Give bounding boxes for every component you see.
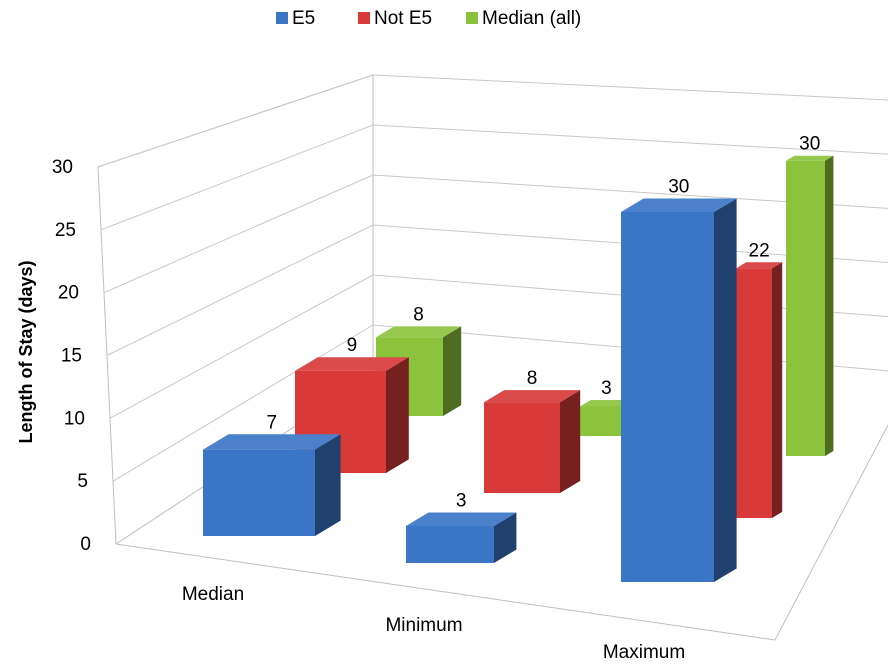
y-tick-label: 10 [64, 408, 85, 429]
gridline-back [372, 74, 889, 101]
bar-top [621, 198, 737, 212]
bar-side [772, 262, 783, 518]
bar-side [560, 390, 581, 493]
data-label: 8 [413, 304, 424, 325]
bar-top [484, 390, 581, 403]
data-label: 7 [267, 412, 278, 433]
legend-swatch [466, 12, 478, 24]
y-tick-label: 30 [52, 157, 73, 178]
bar-e5-minimum [406, 512, 517, 563]
bar-top [203, 434, 341, 450]
legend-swatch [276, 12, 288, 24]
bar-side [315, 434, 341, 536]
bar-top [736, 262, 783, 269]
data-label: 30 [799, 134, 820, 155]
floor-right-edge [774, 424, 889, 641]
data-label: 8 [527, 368, 538, 389]
data-label: 3 [456, 491, 467, 512]
category-label-median: Median [182, 584, 244, 605]
bar-front [484, 402, 560, 493]
legend-label: Not E5 [374, 8, 432, 29]
bar-front [580, 406, 622, 436]
bar-top [406, 512, 517, 526]
gridline-side [112, 324, 374, 482]
bar-top [786, 155, 834, 161]
category-labels: Median Minimum Maximum [182, 584, 685, 663]
gridline-side [97, 74, 374, 168]
y-axis-title: Length of Stay (days) [16, 260, 36, 443]
y-tick-label: 20 [58, 283, 79, 304]
bar-not-e5-maximum [736, 262, 783, 518]
legend-label: Median (all) [482, 8, 581, 29]
bar-side [714, 198, 737, 582]
bar-front [621, 212, 714, 582]
bar-top [376, 326, 462, 338]
data-label: 9 [347, 335, 358, 356]
gridline-side [100, 124, 374, 231]
gridline-side [103, 174, 374, 294]
bar-front [203, 449, 315, 536]
legend-label: E5 [292, 8, 315, 29]
bar-top [580, 399, 633, 407]
category-label-minimum: Minimum [385, 615, 462, 636]
bar-not-e5-minimum [484, 390, 581, 493]
bar-front [736, 268, 772, 518]
category-label-maximum: Maximum [603, 642, 685, 663]
value-labels: 8 3 30 9 8 22 7 3 30 [267, 134, 821, 512]
y-axis-ticks: 0 5 10 15 20 25 30 [52, 157, 91, 555]
bar-front [786, 160, 825, 457]
bar-side [825, 155, 834, 456]
bar-e5-median [203, 434, 341, 536]
y-tick-label: 0 [80, 534, 91, 555]
floor-front-edge [115, 543, 776, 641]
y-tick-label: 15 [61, 346, 82, 367]
y-tick-label: 5 [77, 471, 88, 492]
bar-side [494, 512, 517, 563]
y-tick-label: 25 [55, 220, 76, 241]
bars [203, 155, 834, 582]
legend: E5 Not E5 Median (all) [276, 8, 581, 29]
bar-side [443, 326, 462, 416]
bar-e5-maximum [621, 198, 737, 582]
legend-swatch [358, 12, 370, 24]
gridline-side [106, 224, 374, 356]
data-label: 22 [749, 240, 770, 261]
bar-top [295, 357, 409, 371]
bar-side [386, 357, 409, 473]
data-label: 30 [668, 176, 689, 197]
bar-front [406, 526, 494, 563]
gridline-back [372, 124, 889, 155]
data-label: 3 [601, 378, 612, 399]
gridline-side [109, 274, 374, 419]
bar-median-all--maximum [786, 155, 834, 457]
